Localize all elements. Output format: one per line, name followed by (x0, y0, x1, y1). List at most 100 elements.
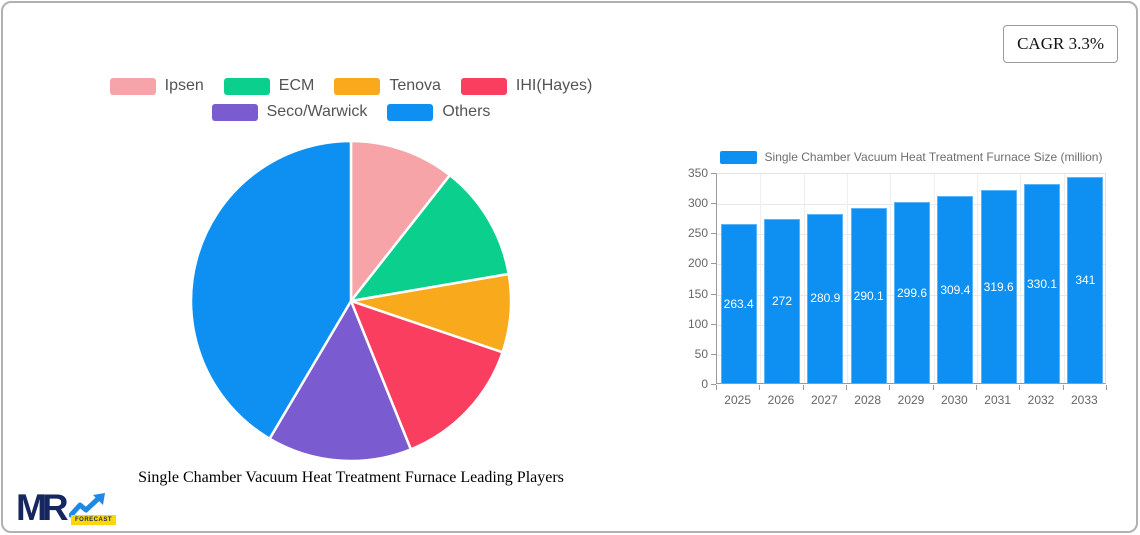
y-axis-tick (711, 233, 716, 235)
legend-label: Seco/Warwick (266, 103, 368, 120)
legend-label: IHI(Hayes) (515, 77, 593, 94)
bar-2031: 319.6 (980, 190, 1017, 383)
y-axis-tick-label: 250 (687, 226, 708, 241)
pie-slice-ihi-hayes- (349, 299, 504, 451)
bar-chart-legend[interactable]: Single Chamber Vacuum Heat Treatment Fur… (696, 150, 1126, 164)
x-axis-tick-label: 2032 (1027, 393, 1055, 407)
legend-item-others[interactable]: Others (387, 103, 490, 121)
legend-swatch (387, 103, 434, 121)
bar-value-label: 290.1 (853, 288, 884, 303)
bar-value-label: 309.4 (940, 282, 971, 297)
legend-row: Ipsen ECM Tenova IHI(Hayes) (109, 77, 593, 95)
bar-value-label: 280.9 (810, 291, 841, 306)
gridline (1020, 174, 1022, 383)
bar-legend-swatch (719, 150, 757, 164)
x-axis-tick-label: 2027 (810, 393, 838, 407)
y-axis-tick (711, 263, 716, 265)
y-axis-tick-label: 350 (687, 166, 708, 180)
legend-swatch (211, 103, 258, 121)
mr-forecast-logo: MR FORECAST (16, 487, 116, 531)
bar-value-label: 330.1 (1026, 276, 1058, 291)
x-axis-tick (1019, 385, 1021, 390)
pie-slice-others (189, 139, 353, 440)
y-axis-tick-label: 0 (701, 377, 708, 391)
bar-value-label: 272 (771, 294, 793, 309)
gridline (933, 174, 935, 383)
x-axis-tick (716, 385, 717, 390)
pie-slice-seco-warwick (268, 299, 413, 463)
x-axis-tick (1106, 385, 1107, 390)
gridline (803, 174, 805, 383)
logo-text: MR (16, 487, 68, 528)
bar-value-label: 299.6 (896, 285, 928, 300)
x-axis-tick-label: 2029 (897, 393, 925, 407)
legend-swatch (460, 77, 507, 95)
legend-swatch (223, 77, 270, 95)
legend-item-ipsen[interactable]: Ipsen (109, 77, 204, 95)
pie-chart (187, 137, 515, 465)
x-axis-tick-label: 2026 (767, 393, 795, 407)
bar-2029: 299.6 (894, 202, 930, 383)
pie-slice-ipsen (349, 139, 452, 303)
bar-legend-label: Single Chamber Vacuum Heat Treatment Fur… (764, 150, 1103, 164)
legend-item-ecm[interactable]: ECM (223, 77, 315, 95)
x-axis-tick (759, 385, 761, 390)
y-axis-tick (711, 203, 716, 205)
bar-value-label: 263.4 (723, 296, 754, 311)
x-axis-tick-label: 2025 (724, 393, 752, 407)
x-axis-tick (846, 385, 847, 390)
y-axis-tick (711, 353, 716, 355)
legend-row: Seco/Warwick Others (211, 103, 490, 121)
bar-value-label: 341 (1075, 273, 1096, 288)
pie-svg (189, 139, 513, 463)
y-axis-tick-label: 100 (687, 316, 708, 331)
legend-label: ECM (278, 77, 315, 94)
pie-chart-title: Single Chamber Vacuum Heat Treatment Fur… (138, 469, 564, 486)
gridline (760, 174, 762, 383)
x-axis-tick (976, 385, 977, 390)
pie-legend: Ipsen ECM Tenova IHI(Hayes) Seco/Warwick Othe… (91, 77, 611, 121)
y-axis-tick-label: 50 (694, 346, 708, 361)
bar-2032: 330.1 (1024, 184, 1060, 383)
logo-forecast-badge: FORECAST (71, 515, 116, 525)
gridline (890, 174, 892, 383)
bar-2026: 272 (764, 219, 800, 383)
x-axis-tick (932, 385, 934, 390)
legend-swatch (334, 77, 381, 95)
y-axis-tick-label: 150 (687, 286, 708, 301)
x-axis-tick (802, 385, 804, 390)
legend-label: Tenova (389, 77, 441, 94)
bar-2028: 290.1 (850, 208, 887, 383)
x-axis-tick-label: 2033 (1070, 393, 1098, 407)
bar-2030: 309.4 (937, 196, 974, 383)
gridline (977, 174, 978, 383)
legend-item-tenova[interactable]: Tenova (334, 77, 441, 95)
bar-chart-plot-area: 263.4 272 280.9 290.1 299.6 309.4 319.6 330.1 34… (716, 173, 1106, 384)
legend-label: Others (442, 103, 491, 120)
legend-label: Ipsen (164, 77, 204, 94)
x-axis-tick (889, 385, 891, 390)
cagr-badge: CAGR 3.3% (1003, 25, 1118, 63)
y-axis-tick-label: 200 (687, 256, 708, 271)
trend-arrow-icon (69, 493, 105, 518)
bar-2027: 280.9 (807, 213, 844, 383)
legend-item-ihi-hayes-[interactable]: IHI(Hayes) (460, 77, 593, 95)
y-axis-tick-label: 300 (687, 196, 708, 211)
x-axis-tick (1062, 385, 1064, 390)
bar-2025: 263.4 (720, 224, 757, 383)
x-axis-tick-label: 2028 (854, 393, 882, 407)
cagr-label: CAGR 3.3% (1017, 34, 1104, 53)
gridline (847, 174, 848, 383)
y-axis-tick (711, 293, 716, 295)
legend-swatch (109, 77, 156, 95)
bar-2033: 341 (1067, 177, 1104, 383)
bar-value-label: 319.6 (983, 279, 1014, 294)
y-axis-tick (711, 384, 716, 385)
y-axis-tick (711, 173, 716, 174)
gridline (1063, 174, 1065, 383)
y-axis-tick (711, 323, 716, 325)
pie-slice-ecm (349, 173, 510, 303)
legend-item-seco-warwick[interactable]: Seco/Warwick (211, 103, 368, 121)
x-axis-tick-label: 2031 (984, 393, 1012, 407)
